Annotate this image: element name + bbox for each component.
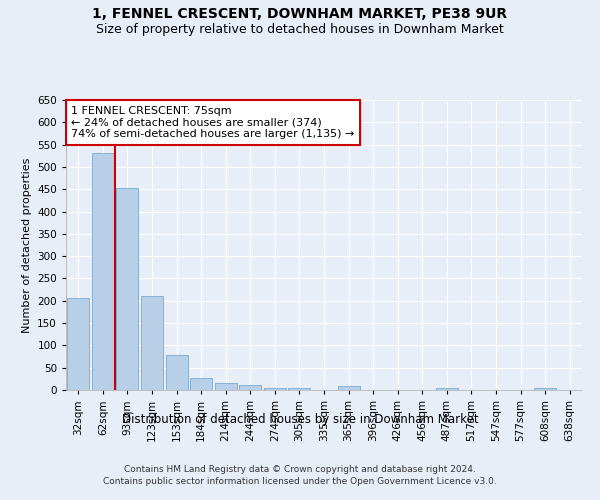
- Bar: [534, 388, 556, 390]
- Y-axis label: Number of detached properties: Number of detached properties: [22, 158, 32, 332]
- Text: Size of property relative to detached houses in Downham Market: Size of property relative to detached ho…: [96, 22, 504, 36]
- Text: 1, FENNEL CRESCENT, DOWNHAM MARKET, PE38 9UR: 1, FENNEL CRESCENT, DOWNHAM MARKET, PE38…: [92, 8, 508, 22]
- Text: Contains HM Land Registry data © Crown copyright and database right 2024.: Contains HM Land Registry data © Crown c…: [124, 465, 476, 474]
- Bar: [239, 384, 262, 390]
- Bar: [215, 384, 237, 390]
- Bar: [92, 153, 114, 390]
- Bar: [289, 388, 310, 390]
- Bar: [436, 388, 458, 390]
- Bar: [67, 298, 89, 390]
- Bar: [264, 388, 286, 390]
- Bar: [116, 188, 139, 390]
- Bar: [190, 378, 212, 390]
- Text: Distribution of detached houses by size in Downham Market: Distribution of detached houses by size …: [122, 412, 478, 426]
- Bar: [338, 386, 359, 390]
- Text: Contains public sector information licensed under the Open Government Licence v3: Contains public sector information licen…: [103, 478, 497, 486]
- Bar: [141, 296, 163, 390]
- Text: 1 FENNEL CRESCENT: 75sqm
← 24% of detached houses are smaller (374)
74% of semi-: 1 FENNEL CRESCENT: 75sqm ← 24% of detach…: [71, 106, 355, 139]
- Bar: [166, 355, 188, 390]
